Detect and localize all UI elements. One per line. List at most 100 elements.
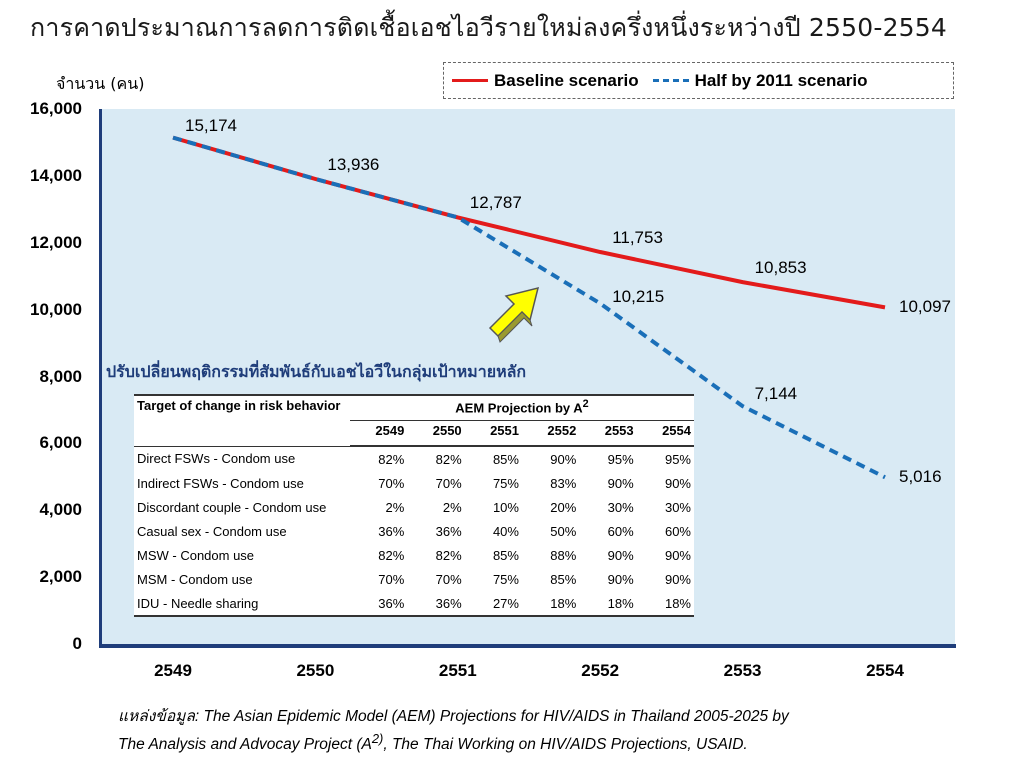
table-header-target: Target of change in risk behavior xyxy=(134,394,350,447)
y-tick-label: 16,000 xyxy=(30,99,82,118)
table-cell: 83% xyxy=(550,475,577,491)
table-year-header: 2554 xyxy=(636,420,694,447)
table-cell: 18% xyxy=(579,591,637,617)
table-cell: 36% xyxy=(378,523,405,539)
y-tick-label: 12,000 xyxy=(30,232,82,252)
data-label: 15,174 xyxy=(185,115,237,135)
table-cell: 36% xyxy=(350,591,408,617)
table-cell: 70% xyxy=(435,475,462,491)
table-row: Discordant couple - Condom use 2% 2% 10% 20%… xyxy=(134,495,694,519)
x-axis xyxy=(99,644,956,648)
y-tick-label: 6,000 xyxy=(39,433,82,453)
chart-title: การคาดประมาณการลดการติดเชื้อเอชไอวีรายให… xyxy=(30,13,947,42)
table-cell: 90% xyxy=(664,475,691,491)
table-cell: 40% xyxy=(492,523,519,539)
table-year-header: 2553 xyxy=(579,420,637,447)
table-cell: 90% xyxy=(607,547,634,563)
table-cell: 85% xyxy=(550,571,577,587)
table-year-header: 2550 xyxy=(407,420,465,447)
table-cell: 95% xyxy=(664,451,691,467)
table-cell: 30% xyxy=(607,499,634,515)
table-row: Casual sex - Condom use 36% 36% 40% 50% 60% 60… xyxy=(134,519,694,543)
source-line2-sup: 2) xyxy=(371,731,384,746)
table-cell: 2% xyxy=(442,499,462,515)
data-label: 10,853 xyxy=(754,258,807,278)
data-label: 12,787 xyxy=(469,193,522,213)
table-cell: 30% xyxy=(664,499,691,515)
table-cell: 50% xyxy=(550,523,577,539)
table-row: MSW - Condom use 82% 82% 85% 88% 90% 90% xyxy=(134,543,694,567)
table-cell: 27% xyxy=(464,591,522,617)
table-year-header: 2549 xyxy=(350,420,408,447)
table-cell: 85% xyxy=(492,547,519,563)
table-cell: 60% xyxy=(664,523,691,539)
table-cell: 10% xyxy=(492,499,519,515)
y-tick-label: 2,000 xyxy=(39,567,82,587)
table-cell: 70% xyxy=(435,571,462,587)
table-cell: 36% xyxy=(435,523,462,539)
y-tick-label: 0 xyxy=(72,634,82,653)
data-label: 5,016 xyxy=(899,467,942,487)
table-cell: 85% xyxy=(492,451,519,467)
legend-item-half: Half by 2011 scenario xyxy=(652,71,868,91)
legend-swatch-baseline xyxy=(452,79,488,82)
x-tick-label: 2551 xyxy=(438,661,477,680)
table-cell: 90% xyxy=(607,475,634,491)
table-cell: 18% xyxy=(636,591,694,617)
x-tick-label: 2553 xyxy=(723,661,762,680)
table-cell: 82% xyxy=(378,547,405,563)
table-header-group: AEM Projection by A2 xyxy=(350,394,694,421)
source-line2b: , The Thai Working on HIV/AIDS Projectio… xyxy=(383,736,748,754)
table-cell: 75% xyxy=(492,571,519,587)
table-cell: 90% xyxy=(607,571,634,587)
x-tick-label: 2550 xyxy=(296,661,335,680)
source-prefix: แหล่งข้อมูล: xyxy=(118,708,200,725)
table-row-label: Casual sex - Condom use xyxy=(137,523,287,539)
table-row-label: Discordant couple - Condom use xyxy=(137,499,327,515)
table-cell: 88% xyxy=(550,547,577,563)
y-axis-label: จำนวน (คน) xyxy=(56,74,145,93)
table-row-label: Direct FSWs - Condom use xyxy=(137,451,296,467)
table-header-group-text: AEM Projection by A xyxy=(455,400,583,416)
table-year-header: 2551 xyxy=(464,420,522,447)
table-row-label: MSW - Condom use xyxy=(137,547,255,563)
y-tick-label: 4,000 xyxy=(39,500,82,520)
table-row-label: IDU - Needle sharing xyxy=(134,591,350,617)
x-tick-label: 2549 xyxy=(154,661,192,680)
table-cell: 70% xyxy=(378,571,405,587)
y-tick-label: 10,000 xyxy=(30,299,82,319)
table-cell: 90% xyxy=(550,451,577,467)
table-row: Indirect FSWs - Condom use 70% 70% 75% 83% 90… xyxy=(134,471,694,495)
table-row: MSM - Condom use 70% 70% 75% 85% 90% 90% xyxy=(134,567,694,591)
table-header-group-sup: 2 xyxy=(582,398,589,410)
table-cell: 36% xyxy=(407,591,465,617)
y-tick-label: 14,000 xyxy=(30,165,82,185)
table-cell: 90% xyxy=(664,571,691,587)
legend: Baseline scenario Half by 2011 scenario xyxy=(443,62,954,99)
legend-item-baseline: Baseline scenario xyxy=(452,71,639,91)
table-cell: 70% xyxy=(378,475,405,491)
series-line-half-by-2011 xyxy=(172,135,886,480)
table-year-header: 2552 xyxy=(521,420,580,447)
legend-swatch-half xyxy=(652,79,689,82)
source-note: แหล่งข้อมูล: The Asian Epidemic Model (A… xyxy=(118,706,998,756)
table-cell: 95% xyxy=(607,451,634,467)
source-line2a: The Analysis and Advocay Project (A xyxy=(118,736,372,754)
data-label: 13,936 xyxy=(327,155,380,174)
table-row-label: MSM - Condom use xyxy=(137,571,253,587)
x-tick-label: 2552 xyxy=(581,661,620,680)
legend-label-baseline: Baseline scenario xyxy=(494,70,639,90)
up-arrow-icon xyxy=(488,286,540,343)
table-cell: 75% xyxy=(492,475,519,491)
table-row: Direct FSWs - Condom use 82% 82% 85% 90% 95% 9… xyxy=(134,446,694,471)
table-row-label: Indirect FSWs - Condom use xyxy=(137,475,304,491)
table-cell: 2% xyxy=(385,499,405,515)
data-label: 7,144 xyxy=(754,384,798,404)
x-tick-label: 2554 xyxy=(866,661,904,680)
table-cell: 18% xyxy=(521,591,580,617)
y-tick-label: 8,000 xyxy=(39,366,82,386)
table-cell: 20% xyxy=(550,499,577,515)
table-cell: 82% xyxy=(435,451,462,467)
data-label: 11,753 xyxy=(612,228,663,247)
